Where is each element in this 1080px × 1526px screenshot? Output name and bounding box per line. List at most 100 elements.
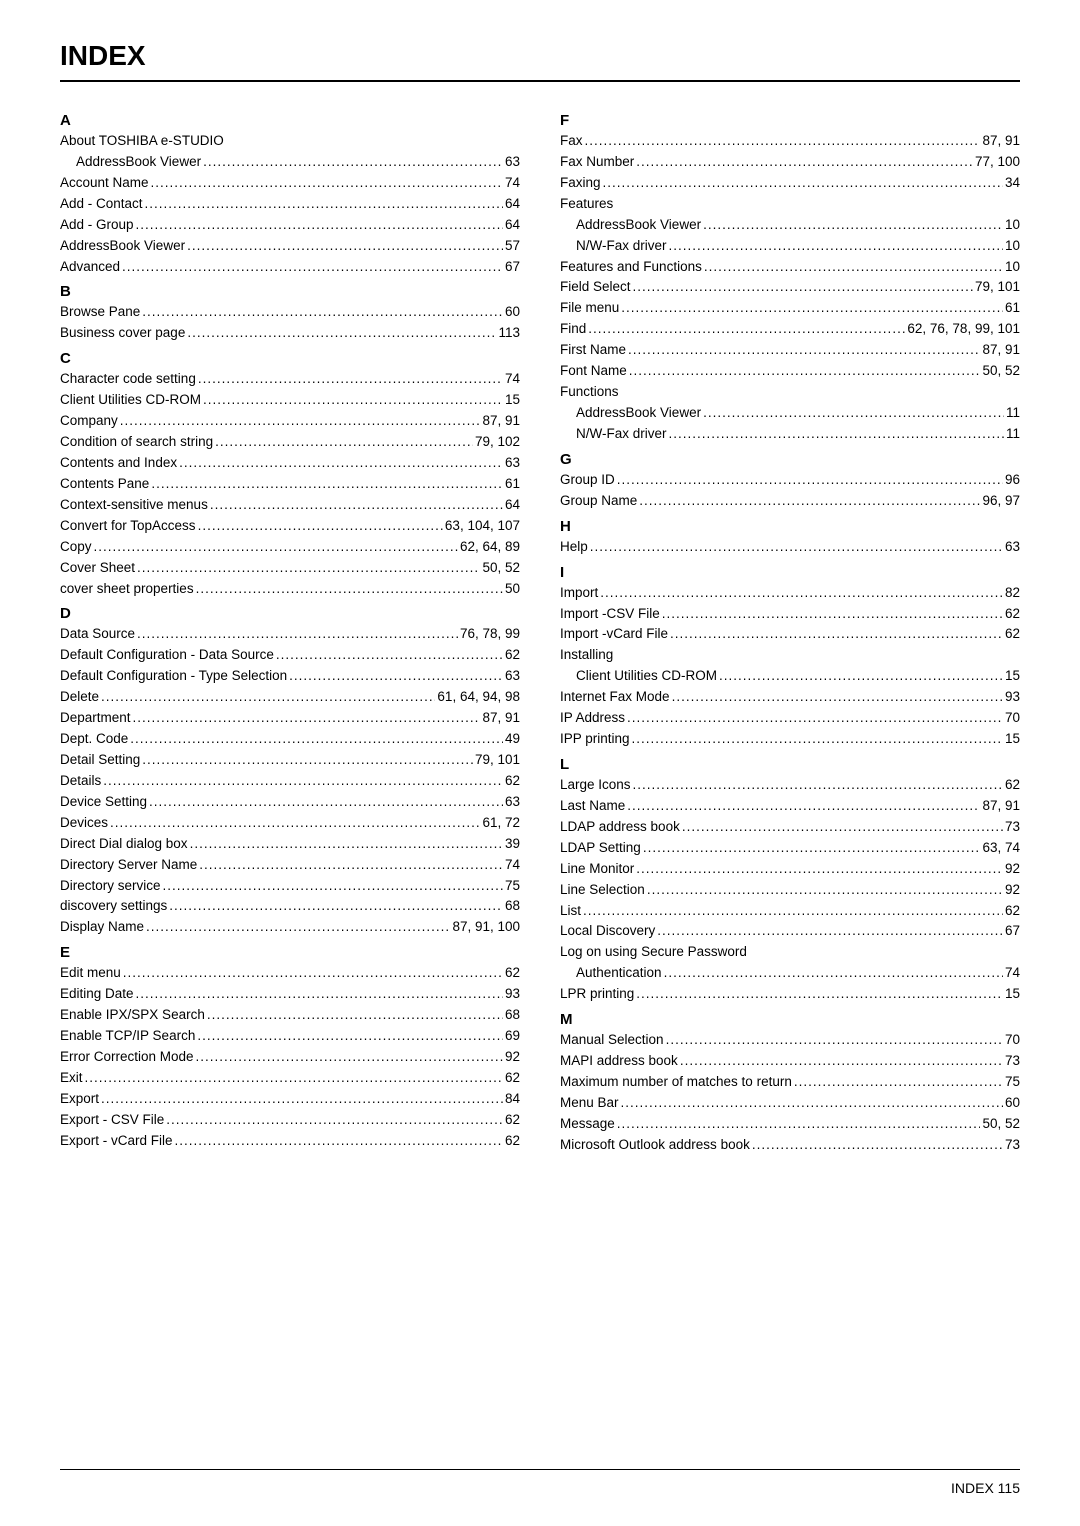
index-entry-label: Condition of search string [60,432,213,453]
index-entry: Group ID 96 [560,470,1020,491]
index-entry-page: 73 [1005,817,1020,838]
index-entry-dots [636,984,1003,1005]
index-entry-label: Default Configuration - Type Selection [60,666,287,687]
index-entry-page: 87, 91, 100 [452,917,520,938]
index-entry-page: 63 [505,792,520,813]
index-entry-dots [130,729,503,750]
index-entry-page: 15 [1005,729,1020,750]
index-entry-dots [187,323,496,344]
right-column: FFax 87, 91Fax Number 77, 100Faxing 34Fe… [560,106,1020,1156]
index-entry-dots [187,236,503,257]
index-entry-label: discovery settings [60,896,167,917]
index-entry-dots [142,750,473,771]
index-entry-page: 96, 97 [982,491,1020,512]
index-entry-page: 61, 72 [482,813,520,834]
index-entry-dots [583,901,1003,922]
index-entry-page: 76, 78, 99 [460,624,520,645]
index-entry: AddressBook Viewer 11 [576,403,1020,424]
index-entry-page: 50 [505,579,520,600]
index-entry-page: 70 [1005,1030,1020,1051]
index-entry: Edit menu 62 [60,963,520,984]
index-entry: AddressBook Viewer 10 [576,215,1020,236]
index-entry-label: Copy [60,537,92,558]
index-entry: Manual Selection 70 [560,1030,1020,1051]
index-entry-page: 62, 76, 78, 99, 101 [907,319,1020,340]
index-entry-dots [633,775,1003,796]
index-entry: Cover Sheet 50, 52 [60,558,520,579]
index-entry: Import -vCard File 62 [560,624,1020,645]
index-header: Functions [560,382,1020,403]
index-entry-dots [276,645,503,666]
index-entry-label: Company [60,411,118,432]
index-entry-dots [703,215,1003,236]
index-entry-label: Directory service [60,876,161,897]
index-entry-dots [166,1110,503,1131]
index-entry-label: Import [560,583,598,604]
index-entry-dots [210,495,503,516]
index-entry-dots [628,340,980,361]
index-entry-dots [703,403,1004,424]
index-entry: First Name 87, 91 [560,340,1020,361]
index-entry-dots [704,257,1003,278]
index-entry-label: Enable TCP/IP Search [60,1026,195,1047]
index-entry-page: 92 [1005,880,1020,901]
index-entry: LDAP address book 73 [560,817,1020,838]
index-entry-page: 87, 91 [982,340,1020,361]
index-entry-dots [289,666,503,687]
index-entry: Export - CSV File 62 [60,1110,520,1131]
section-letter: H [560,518,1020,535]
section-letter: F [560,112,1020,129]
index-entry-label: Manual Selection [560,1030,664,1051]
index-entry-page: 61 [505,474,520,495]
index-entry: Import 82 [560,583,1020,604]
index-entry-page: 61 [1005,298,1020,319]
index-entry-label: Large Icons [560,775,631,796]
index-entry-dots [203,390,503,411]
index-entry-dots [666,1030,1003,1051]
index-entry: Export - vCard File 62 [60,1131,520,1152]
index-entry: Font Name 50, 52 [560,361,1020,382]
index-entry: Editing Date 93 [60,984,520,1005]
index-entry-label: Devices [60,813,108,834]
index-entry: Default Configuration - Data Source 62 [60,645,520,666]
index-entry-page: 60 [1005,1093,1020,1114]
index-entry-page: 62 [1005,624,1020,645]
index-entry: N/W-Fax driver 10 [576,236,1020,257]
index-entry: Dept. Code 49 [60,729,520,750]
index-entry-label: Business cover page [60,323,185,344]
index-entry-label: Context-sensitive menus [60,495,208,516]
index-entry-label: List [560,901,581,922]
index-entry: AddressBook Viewer 63 [76,152,520,173]
index-entry: Data Source 76, 78, 99 [60,624,520,645]
left-column: AAbout TOSHIBA e-STUDIOAddressBook Viewe… [60,106,520,1156]
index-entry: Last Name 87, 91 [560,796,1020,817]
section-letter: A [60,112,520,129]
index-entry-page: 10 [1005,257,1020,278]
index-entry-dots [136,215,503,236]
index-entry: Add - Group 64 [60,215,520,236]
index-entry: N/W-Fax driver 11 [576,424,1020,445]
index-entry-dots [682,817,1003,838]
index-entry-dots [621,298,1003,319]
index-entry-page: 67 [505,257,520,278]
index-entry: Display Name 87, 91, 100 [60,917,520,938]
index-entry-label: Browse Pane [60,302,140,323]
index-entry-label: Client Utilities CD-ROM [576,666,717,687]
index-entry-page: 62 [1005,775,1020,796]
index-entry-page: 60 [505,302,520,323]
index-header-label: Functions [560,382,619,403]
index-entry-dots [669,236,1003,257]
index-entry-label: Message [560,1114,615,1135]
page-title: INDEX [60,40,1020,72]
index-entry-label: LDAP Setting [560,838,641,859]
index-entry: Import -CSV File 62 [560,604,1020,625]
index-entry-label: Export - CSV File [60,1110,164,1131]
index-entry-page: 49 [505,729,520,750]
index-entry: discovery settings 68 [60,896,520,917]
index-entry-dots [664,963,1003,984]
index-entry-dots [145,194,503,215]
index-entry: Features and Functions 10 [560,257,1020,278]
section-letter: B [60,283,520,300]
index-entry-label: Contents and Index [60,453,177,474]
index-entry: Group Name 96, 97 [560,491,1020,512]
